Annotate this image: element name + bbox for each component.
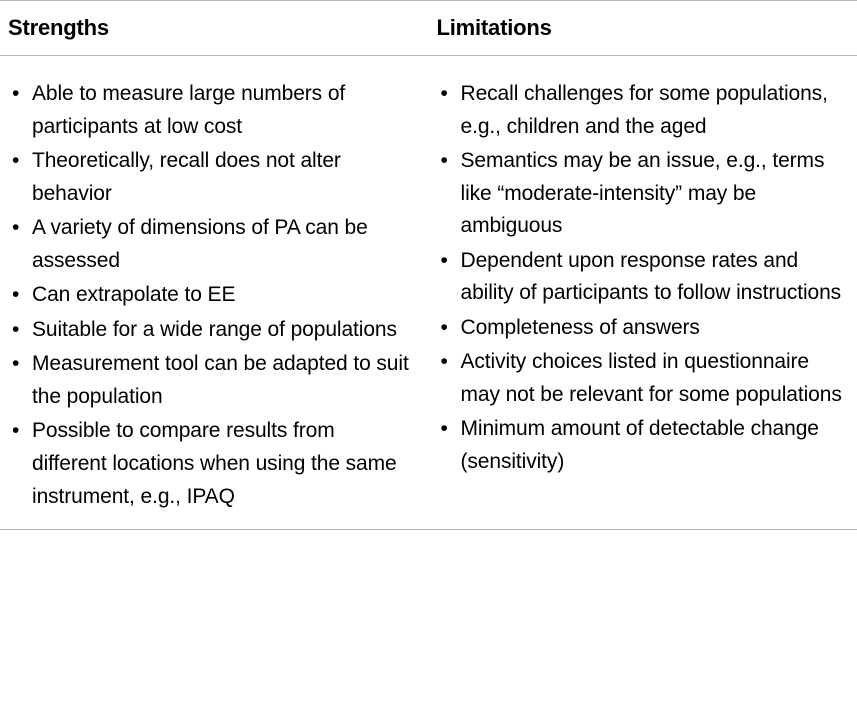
list-item: Able to measure large numbers of partici… bbox=[8, 78, 415, 143]
column-header-limitations: Limitations bbox=[429, 1, 857, 55]
list-item: Semantics may be an issue, e.g., terms l… bbox=[437, 145, 844, 243]
column-header-strengths: Strengths bbox=[0, 1, 429, 55]
strengths-cell: Able to measure large numbers of partici… bbox=[0, 78, 429, 515]
comparison-table: Strengths Limitations Able to measure la… bbox=[0, 0, 857, 530]
strengths-list: Able to measure large numbers of partici… bbox=[8, 78, 415, 513]
list-item: Suitable for a wide range of populations bbox=[8, 314, 415, 347]
list-item: Minimum amount of detectable change (sen… bbox=[437, 413, 844, 478]
list-item: Can extrapolate to EE bbox=[8, 279, 415, 312]
list-item: Possible to compare results from differe… bbox=[8, 415, 415, 513]
table-body-row: Able to measure large numbers of partici… bbox=[0, 56, 857, 529]
list-item: Recall challenges for some populations, … bbox=[437, 78, 844, 143]
list-item: Completeness of answers bbox=[437, 312, 844, 345]
limitations-cell: Recall challenges for some populations, … bbox=[429, 78, 857, 515]
list-item: Dependent upon response rates and abilit… bbox=[437, 245, 844, 310]
list-item: Measurement tool can be adapted to suit … bbox=[8, 348, 415, 413]
limitations-list: Recall challenges for some populations, … bbox=[437, 78, 844, 479]
table-header-row: Strengths Limitations bbox=[0, 1, 857, 56]
list-item: Activity choices listed in questionnaire… bbox=[437, 346, 844, 411]
list-item: A variety of dimensions of PA can be ass… bbox=[8, 212, 415, 277]
list-item: Theoretically, recall does not alter beh… bbox=[8, 145, 415, 210]
